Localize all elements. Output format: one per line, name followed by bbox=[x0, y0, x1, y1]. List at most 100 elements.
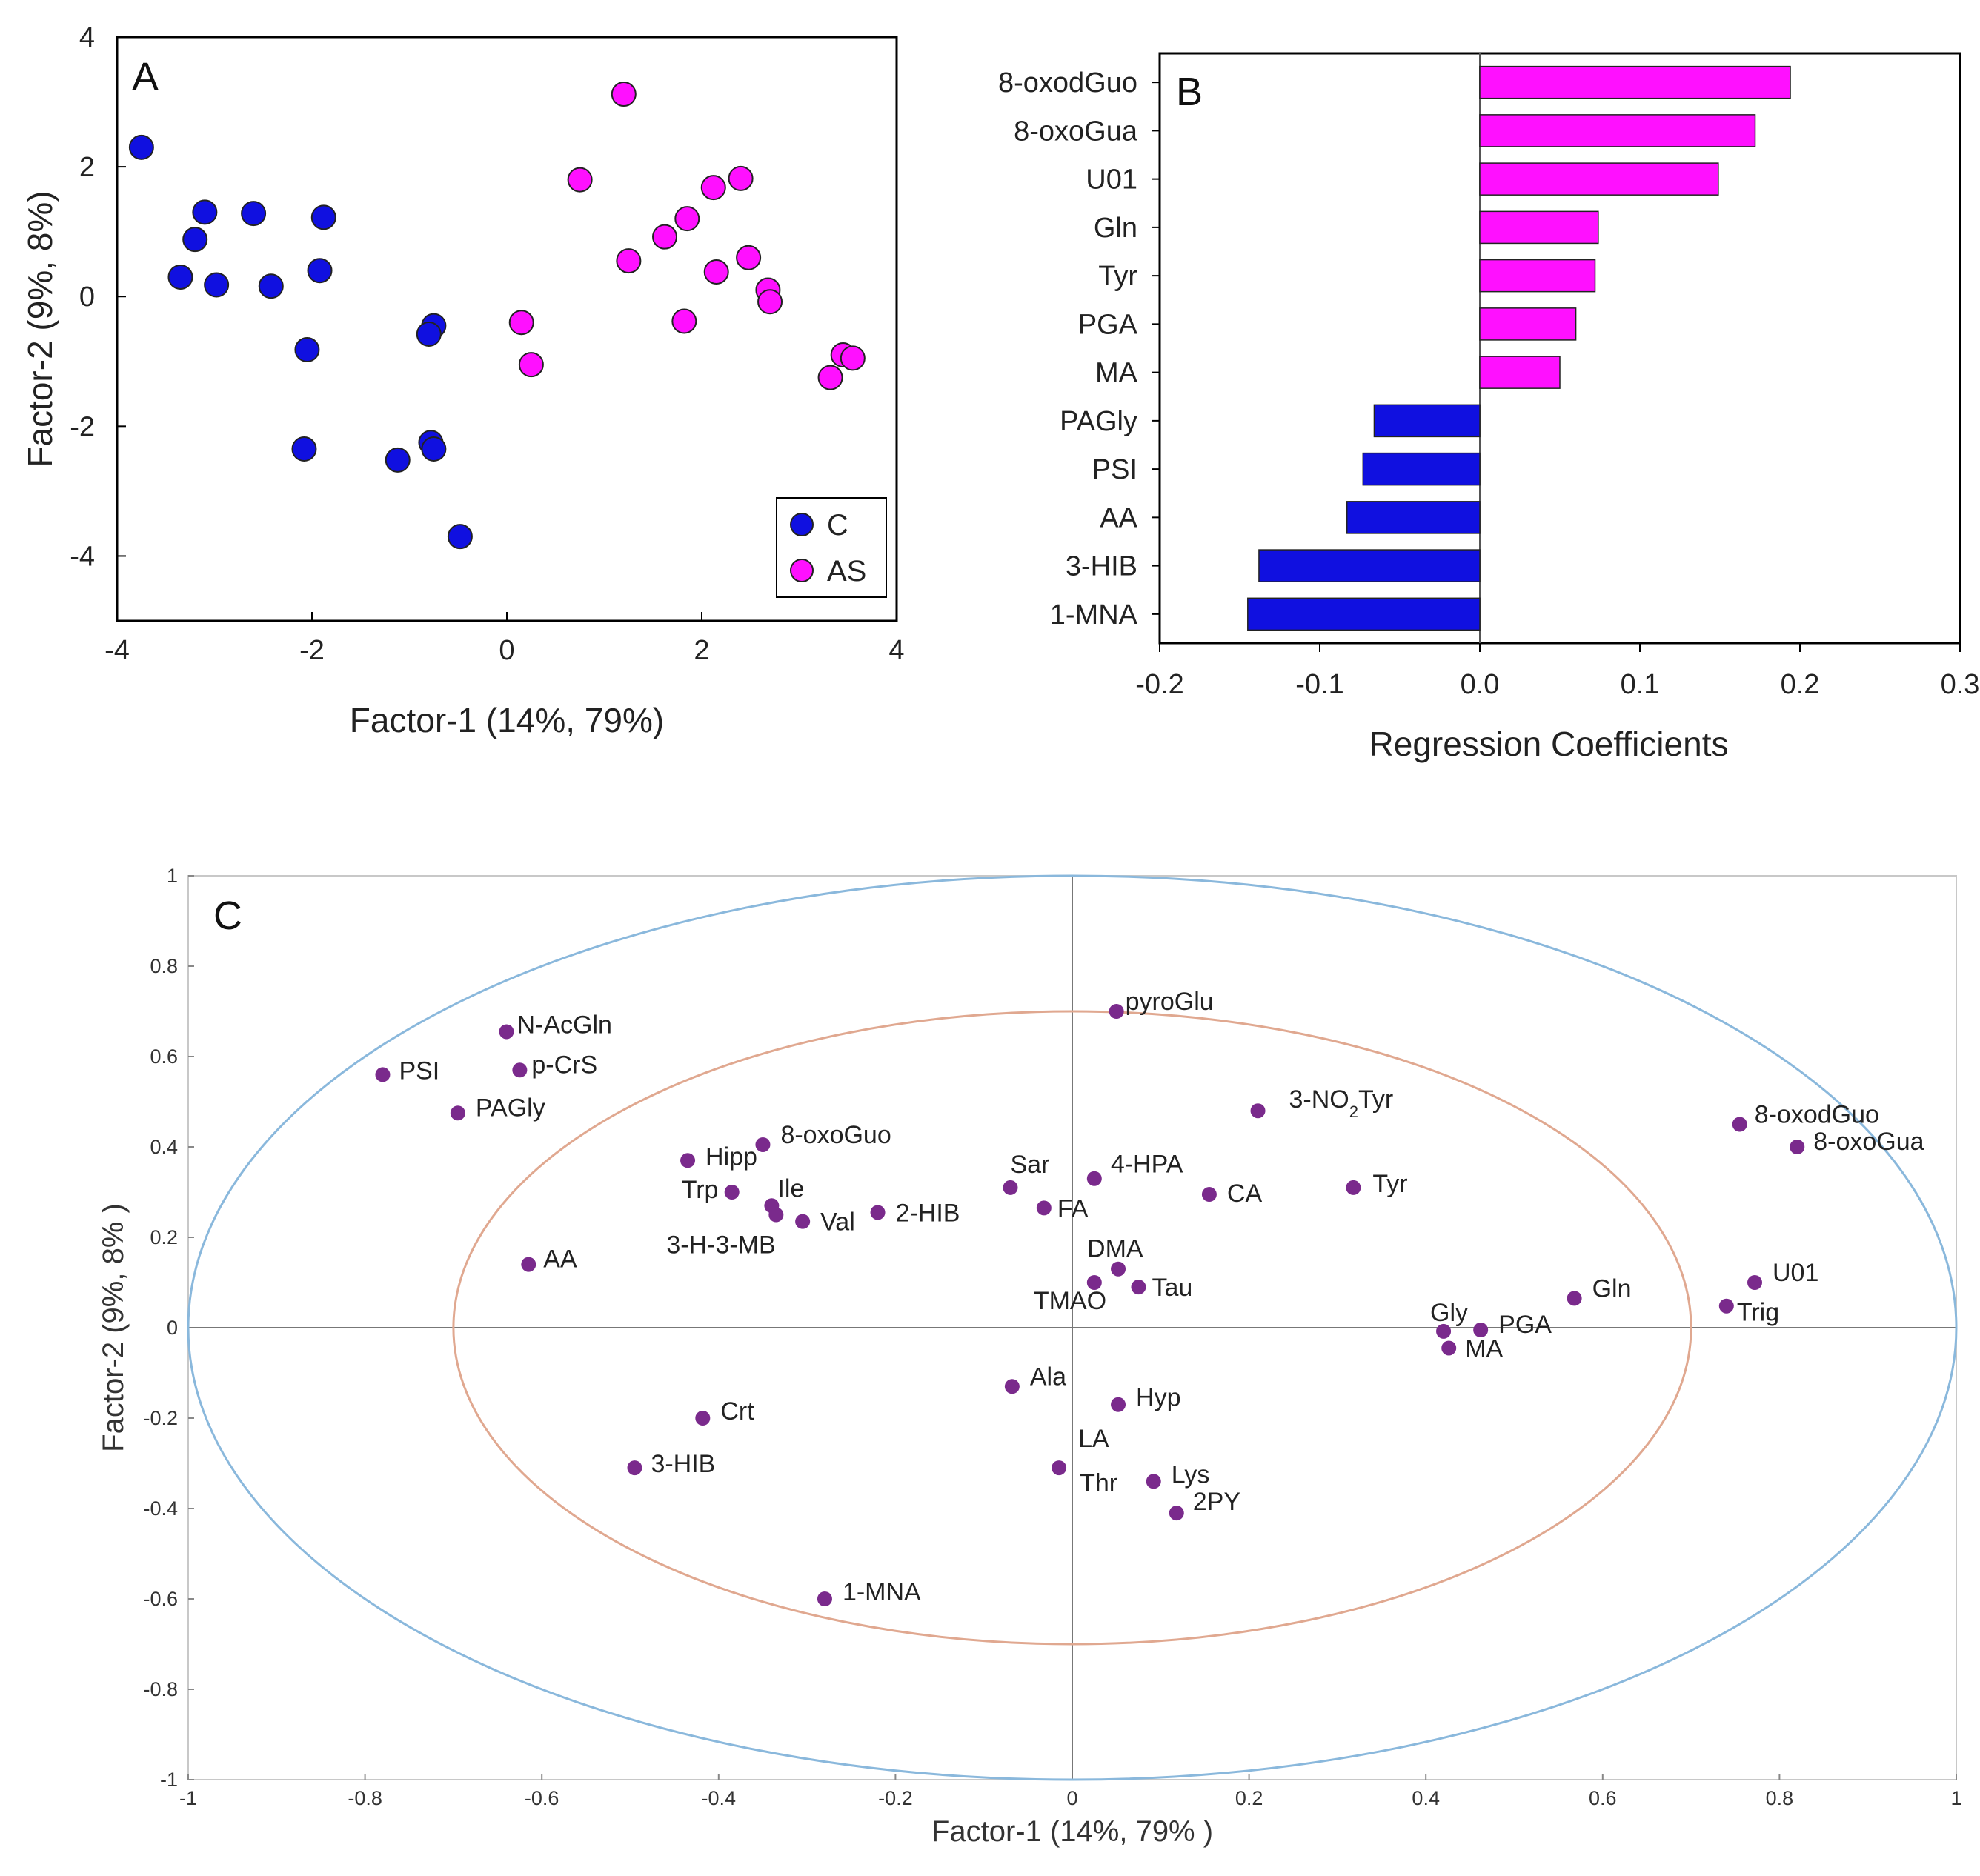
variable-label-2-hib: 2-HIB bbox=[896, 1199, 960, 1227]
data-point-c bbox=[416, 322, 442, 347]
y-tick-label: -1 bbox=[160, 1769, 178, 1791]
variable-point-lys bbox=[1146, 1474, 1161, 1489]
variable-label-1-mna: 1-MNA bbox=[843, 1578, 921, 1606]
bar-u01 bbox=[1479, 162, 1719, 196]
variable-label-pagly: PAGly bbox=[476, 1094, 545, 1122]
data-point-c bbox=[128, 134, 154, 160]
x-tick-label: -2 bbox=[299, 635, 325, 666]
variable-label-8-oxogua: 8-oxoGua bbox=[1813, 1128, 1924, 1156]
variable-point-trp bbox=[724, 1185, 740, 1200]
variable-label-sar: Sar bbox=[1010, 1151, 1049, 1179]
variable-label-tmao: TMAO bbox=[1034, 1287, 1106, 1315]
category-label: 1-MNA bbox=[1050, 599, 1138, 631]
x-tick-label: 0.0 bbox=[1461, 669, 1500, 700]
data-point-as bbox=[736, 245, 762, 270]
variable-point-gln bbox=[1567, 1291, 1582, 1306]
data-point-as bbox=[611, 82, 637, 107]
bar-tyr bbox=[1479, 259, 1596, 293]
variable-point-p-crs bbox=[512, 1062, 528, 1078]
data-point-c bbox=[421, 436, 447, 462]
x-tick-label: 4 bbox=[888, 635, 904, 666]
y-tick-label: 0 bbox=[167, 1317, 178, 1339]
variable-point-3-no2tyr bbox=[1250, 1103, 1266, 1119]
variable-point-ca bbox=[1201, 1187, 1217, 1203]
x-tick-label: 1 bbox=[1950, 1787, 1961, 1809]
variable-label-ala: Ala bbox=[1030, 1363, 1066, 1391]
data-point-c bbox=[447, 524, 473, 550]
variable-point-crt bbox=[695, 1411, 711, 1426]
variable-point-fa bbox=[1036, 1200, 1052, 1216]
data-point-as bbox=[817, 365, 843, 390]
variable-label-gln: Gln bbox=[1592, 1274, 1632, 1303]
x-tick-label: -0.1 bbox=[1295, 669, 1343, 700]
variable-label-lys: Lys bbox=[1172, 1460, 1210, 1489]
data-point-as bbox=[652, 224, 678, 250]
variable-point-sar bbox=[1003, 1180, 1018, 1195]
variable-label-hyp: Hyp bbox=[1136, 1384, 1180, 1412]
variable-point-aa bbox=[521, 1257, 536, 1272]
bar-3-hib bbox=[1258, 549, 1481, 582]
variable-label-trig: Trig bbox=[1737, 1299, 1779, 1327]
variable-point-8-oxoguo bbox=[755, 1137, 771, 1152]
variable-point-la bbox=[1052, 1460, 1067, 1476]
category-label: U01 bbox=[1086, 164, 1137, 196]
bar-1-mna bbox=[1247, 597, 1481, 631]
legend-label-c: C bbox=[827, 509, 848, 542]
y-tick-label: 4 bbox=[79, 22, 95, 53]
x-tick-label: -0.6 bbox=[525, 1787, 559, 1809]
variable-label-ile: Ile bbox=[777, 1174, 804, 1203]
x-tick-label: 2 bbox=[694, 635, 709, 666]
data-point-c bbox=[307, 258, 333, 284]
variable-label-la: LA bbox=[1078, 1425, 1109, 1453]
data-point-as bbox=[703, 259, 729, 285]
x-tick-label: -4 bbox=[104, 635, 130, 666]
x-tick-label: 0.1 bbox=[1621, 669, 1660, 700]
x-tick-label: 0.6 bbox=[1589, 1787, 1617, 1809]
variable-label-gly: Gly bbox=[1430, 1299, 1468, 1327]
bar-8-oxodguo bbox=[1479, 65, 1791, 99]
category-label: PAGly bbox=[1060, 406, 1137, 437]
variable-point-psi bbox=[375, 1067, 391, 1082]
variable-label-pyroglu: pyroGlu bbox=[1126, 988, 1214, 1016]
panel-a-scatter: -4 -2 0 2 4 4 2 0 -2 -4 Factor-1 (14%, 79%) Factor-… bbox=[21, 22, 905, 739]
variable-label-crt: Crt bbox=[720, 1397, 754, 1426]
inner-ellipse bbox=[452, 1010, 1692, 1646]
variable-label-3-h-3-mb: 3-H-3-MB bbox=[666, 1231, 775, 1260]
variable-point-gly bbox=[1436, 1323, 1452, 1339]
variable-label-ca: CA bbox=[1227, 1180, 1263, 1208]
variable-point-ala bbox=[1004, 1379, 1020, 1394]
panel-c-loadings-plot: -1 -0.8 -0.6 -0.4 -0.2 0 0.2 0.4 0.6 0.8 1 1 0.8 0.6 0… bbox=[97, 865, 1962, 1848]
variable-label-fa: FA bbox=[1057, 1194, 1089, 1223]
category-label: MA bbox=[1095, 358, 1138, 389]
y-tick-label: 0 bbox=[79, 282, 95, 313]
variable-label-val: Val bbox=[820, 1208, 855, 1237]
data-point-c bbox=[167, 264, 193, 290]
variable-point-dma bbox=[1111, 1261, 1126, 1277]
variable-point-pyroglu bbox=[1109, 1004, 1124, 1019]
x-tick-label: 0.2 bbox=[1781, 669, 1820, 700]
variable-label-8-oxoguo: 8-oxoGuo bbox=[780, 1121, 891, 1149]
variable-point-n-acgln bbox=[499, 1024, 514, 1040]
variable-label-3-no2tyr: 3-NO2Tyr bbox=[1289, 1085, 1394, 1121]
y-tick-label: -0.6 bbox=[143, 1588, 178, 1610]
category-label: Tyr bbox=[1098, 261, 1137, 292]
y-tick-label: 0.2 bbox=[150, 1226, 178, 1248]
bar-ma bbox=[1479, 356, 1561, 389]
data-point-c bbox=[192, 199, 218, 225]
variable-label-2py: 2PY bbox=[1193, 1488, 1240, 1516]
variable-point-val bbox=[795, 1214, 811, 1229]
data-point-c bbox=[291, 436, 317, 462]
category-label: PGA bbox=[1078, 309, 1138, 340]
data-point-c bbox=[204, 272, 230, 298]
data-point-as bbox=[728, 165, 754, 191]
y-tick-label: 2 bbox=[79, 152, 95, 183]
panel-b-bar-chart: -0.2 -0.1 0.0 0.1 0.2 0.3 Regression Coefficie… bbox=[998, 52, 1979, 763]
variable-point-u01 bbox=[1747, 1275, 1762, 1290]
bar-aa bbox=[1346, 501, 1481, 534]
data-point-as bbox=[518, 352, 544, 378]
data-point-as bbox=[840, 345, 866, 371]
bar-psi bbox=[1362, 452, 1481, 486]
data-point-c bbox=[385, 447, 411, 473]
variable-point-tmao bbox=[1086, 1275, 1102, 1290]
